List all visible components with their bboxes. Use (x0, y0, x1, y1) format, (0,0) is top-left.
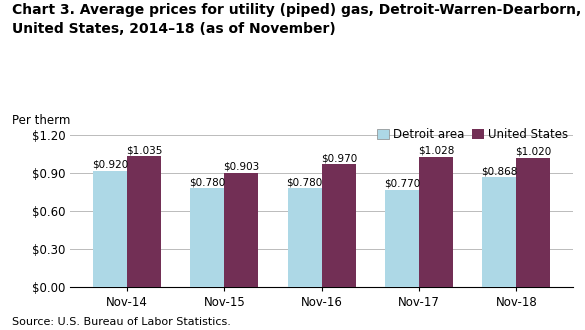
Bar (419, 157, 453, 287)
Bar (93, 171, 127, 287)
Text: Chart 3. Average prices for utility (piped) gas, Detroit-Warren-Dearborn, MI, an: Chart 3. Average prices for utility (pip… (12, 3, 585, 36)
Bar (322, 164, 356, 287)
Text: $1.035: $1.035 (126, 145, 163, 155)
Bar (225, 173, 259, 287)
Text: $0.770: $0.770 (384, 179, 420, 188)
Text: $0.780: $0.780 (287, 177, 323, 187)
Text: $1.028: $1.028 (418, 146, 455, 156)
Bar (385, 190, 419, 287)
Text: $1.020: $1.020 (515, 147, 552, 157)
Text: $0.780: $0.780 (190, 177, 226, 187)
Bar (482, 177, 517, 287)
Text: $0.903: $0.903 (223, 162, 260, 172)
Bar (288, 188, 322, 287)
Text: Source: U.S. Bureau of Labor Statistics.: Source: U.S. Bureau of Labor Statistics. (12, 317, 230, 327)
Bar (127, 156, 161, 287)
Bar (190, 188, 225, 287)
Text: Per therm: Per therm (12, 114, 70, 127)
Text: $0.970: $0.970 (321, 153, 357, 163)
Bar (517, 158, 550, 287)
Text: $0.920: $0.920 (92, 160, 128, 170)
Text: $0.868: $0.868 (481, 166, 518, 176)
Legend: Detroit area, United States: Detroit area, United States (372, 123, 573, 146)
